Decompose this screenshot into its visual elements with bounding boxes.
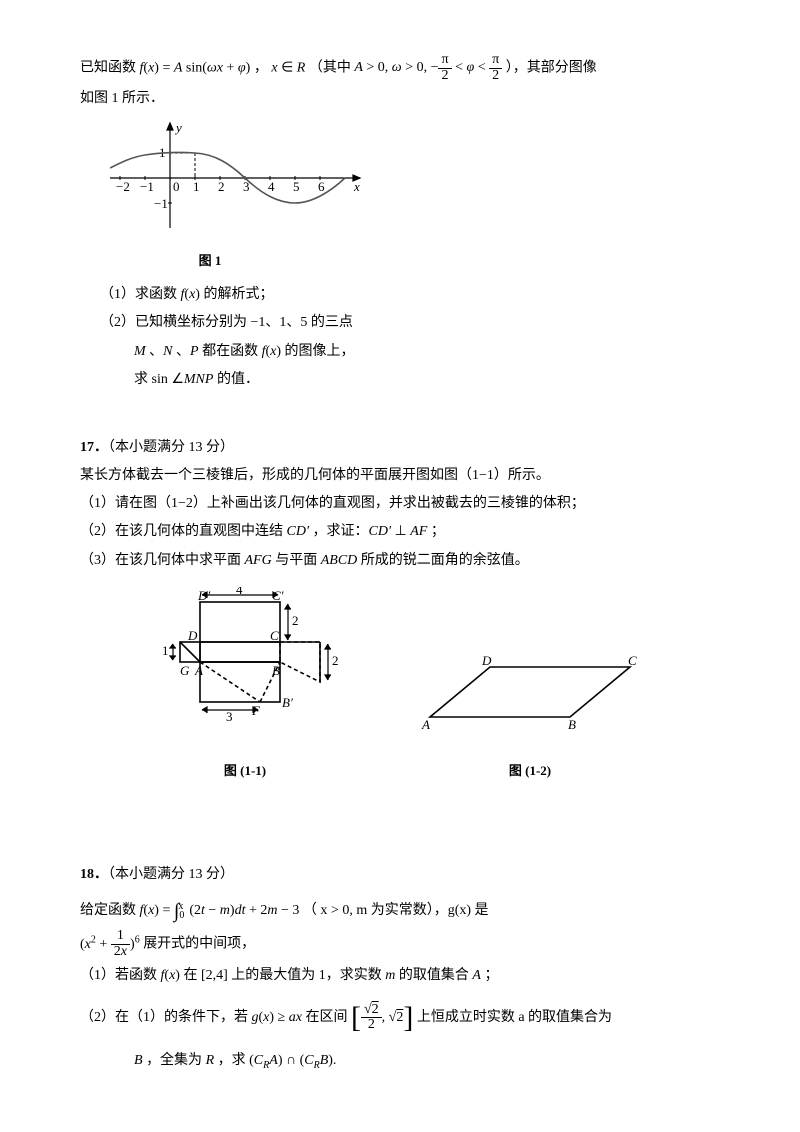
dim-r1: 2 — [292, 613, 299, 628]
svg-text:D′: D′ — [197, 588, 210, 603]
q17-num: 17． — [80, 440, 108, 455]
dim-r2: 2 — [332, 653, 339, 668]
q18: 18．（本小题满分 13 分） 给定函数 f(x) = ∫0x(2t − m)d… — [80, 862, 730, 1075]
fig1-label: 图 1 — [110, 249, 310, 272]
q18-num: 18． — [80, 867, 108, 882]
text: ），其部分图像 — [506, 60, 597, 75]
svg-text:x: x — [353, 179, 360, 194]
q16-sub1: （1）求函数 f(x) 的解析式； — [80, 282, 730, 307]
svg-text:6: 6 — [318, 179, 325, 194]
q17-title: 17．（本小题满分 13 分） — [80, 435, 730, 460]
text: ， — [254, 60, 272, 75]
text: （其中 — [309, 60, 355, 75]
svg-text:C: C — [270, 628, 279, 643]
q16-sub2a: （2）已知横坐标分别为 −1、1、5 的三点 — [80, 310, 730, 335]
svg-text:0: 0 — [173, 179, 180, 194]
text: 上恒成立时实数 a 的取值集合为 — [417, 1010, 612, 1025]
q17-fig2-label: 图 (1-2) — [509, 759, 551, 782]
q18-title: 18．（本小题满分 13 分） — [80, 862, 730, 887]
svg-text:A: A — [421, 717, 430, 732]
q17-sub1: （1）请在图（1−2）上补画出该几何体的直观图，并求出被截去的三棱锥的体积； — [80, 491, 730, 516]
q16-sub2b: M 、N 、P 都在函数 f(x) 的图像上， — [80, 339, 730, 364]
svg-text:G: G — [180, 663, 190, 678]
q17-sub3: （3）在该几何体中求平面 AFG 与平面 ABCD 所成的锐二面角的余弦值。 — [80, 548, 730, 573]
svg-text:y: y — [174, 120, 182, 135]
q17-fig1: 4 2 2 1 3 D′ C′ D C G A A B B′ F 图 (1- — [140, 587, 350, 782]
q17-sub2: （2）在该几何体的直观图中连结 CD′ ，求证：CD′ ⊥ AF ； — [80, 519, 730, 544]
q18-line2: (x2 + 12x)6 展开式的中间项， — [80, 929, 730, 959]
q17-score: （本小题满分 13 分） — [108, 440, 234, 455]
int-hi: x — [178, 901, 183, 912]
q16: 已知函数 f(x) = A sin(ωx + φ) ， x ∈ R （其中 A … — [80, 53, 730, 392]
dim-left: 1 — [162, 643, 169, 658]
q18-sub2a: （2）在（1）的条件下，若 g(x) ≥ ax 在区间 [√22, √2] 上恒… — [80, 991, 730, 1045]
dim-top: 4 — [236, 587, 243, 597]
svg-text:−1: −1 — [140, 179, 154, 194]
net-diagram: 4 2 2 1 3 D′ C′ D C G A A B B′ F — [140, 587, 350, 757]
sine-graph: −2 −1 0 1 2 3 4 5 6 1 −1 x y — [110, 118, 370, 238]
sq: 2 — [91, 934, 96, 945]
svg-text:C′: C′ — [272, 588, 284, 603]
text: （ x > 0, m 为实常数），g(x) 是 — [303, 903, 489, 918]
q18-sub1: （1）若函数 f(x) 在 [2,4] 上的最大值为 1，求实数 m 的取值集合… — [80, 963, 730, 988]
parallelogram-diagram: A B C D — [420, 647, 640, 757]
q18-sub2c: B ，全集为 R ，求 (CRA) ∩ (CRB). — [80, 1048, 730, 1075]
svg-text:4: 4 — [268, 179, 275, 194]
text: 展开式的中间项， — [143, 937, 255, 952]
svg-text:D: D — [481, 653, 492, 668]
q17-figures: 4 2 2 1 3 D′ C′ D C G A A B B′ F 图 (1- — [140, 587, 730, 782]
svg-text:C: C — [628, 653, 637, 668]
q17-fig2: A B C D 图 (1-2) — [420, 647, 640, 782]
svg-text:F: F — [251, 703, 261, 718]
text: 已知函数 — [80, 60, 140, 75]
svg-text:1: 1 — [193, 179, 200, 194]
svg-text:B: B — [272, 663, 280, 678]
q16-figure: −2 −1 0 1 2 3 4 5 6 1 −1 x y — [110, 118, 730, 273]
svg-text:−2: −2 — [116, 179, 130, 194]
svg-text:B′: B′ — [282, 695, 293, 710]
svg-text:A: A — [194, 663, 203, 678]
svg-text:B: B — [568, 717, 576, 732]
pow6: 6 — [135, 934, 140, 945]
svg-text:5: 5 — [293, 179, 300, 194]
text: 给定函数 — [80, 903, 140, 918]
q17-intro: 某长方体截去一个三棱锥后，形成的几何体的平面展开图如图（1−1）所示。 — [80, 463, 730, 488]
q16-intro: 已知函数 f(x) = A sin(ωx + φ) ， x ∈ R （其中 A … — [80, 53, 730, 83]
q16-sub2c: 求 sin ∠MNP 的值． — [80, 367, 730, 392]
svg-text:2: 2 — [218, 179, 225, 194]
svg-text:−1: −1 — [154, 196, 168, 211]
fracnum: 1 — [111, 929, 130, 945]
svg-text:D: D — [187, 628, 198, 643]
q18-score: （本小题满分 13 分） — [108, 867, 234, 882]
q17-fig1-label: 图 (1-1) — [224, 759, 266, 782]
q18-line1: 给定函数 f(x) = ∫0x(2t − m)dt + 2m − 3 （ x >… — [80, 890, 730, 926]
dim-bottom: 3 — [226, 709, 233, 724]
q17: 17．（本小题满分 13 分） 某长方体截去一个三棱锥后，形成的几何体的平面展开… — [80, 435, 730, 782]
q16-line2: 如图 1 所示． — [80, 86, 730, 111]
